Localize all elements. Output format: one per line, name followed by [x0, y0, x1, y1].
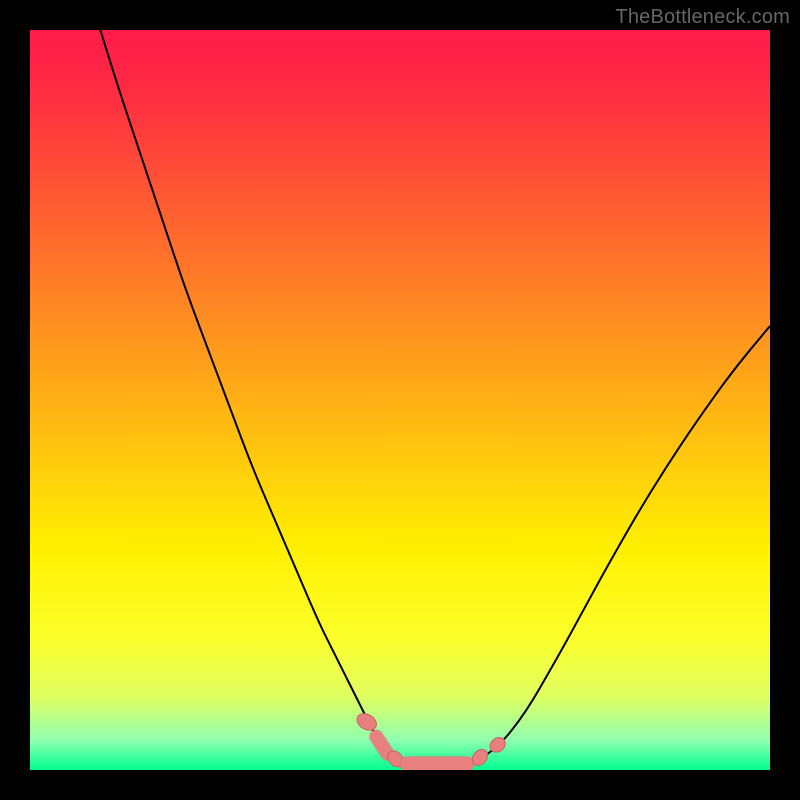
gradient-background	[30, 30, 770, 770]
plot-area	[30, 30, 770, 770]
chart-frame: TheBottleneck.com	[0, 0, 800, 800]
watermark-text: TheBottleneck.com	[615, 6, 790, 29]
marker-pill	[376, 737, 387, 754]
bottleneck-chart	[30, 30, 770, 770]
